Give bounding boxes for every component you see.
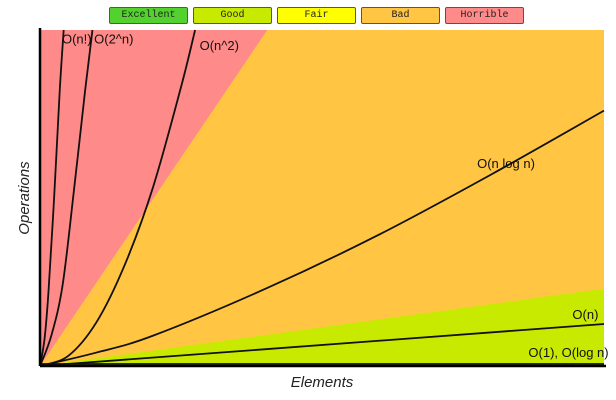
legend-item-good: Good <box>193 7 272 24</box>
curve-label-o-n-2: O(n^2) <box>200 38 239 53</box>
curve-o-n <box>39 29 65 367</box>
legend-item-bad: Bad <box>361 7 440 24</box>
legend-item-excellent: Excellent <box>109 7 188 24</box>
curve-o-2-n <box>39 29 94 367</box>
region-good <box>40 288 604 366</box>
legend: Excellent Good Fair Bad Horrible <box>109 7 524 24</box>
curve-o-n <box>39 323 605 367</box>
curve-label-o-n: O(n!) <box>62 31 92 46</box>
curve-o-n-2 <box>39 29 196 367</box>
curve-label-o-n-log-n: O(n log n) <box>477 156 535 171</box>
region-bad <box>40 30 604 366</box>
legend-item-horrible: Horrible <box>445 7 524 24</box>
curve-label-o-n: O(n) <box>572 307 598 322</box>
curve-o-n-log-n <box>39 109 605 367</box>
y-axis-title: Operations <box>16 161 33 235</box>
legend-item-fair: Fair <box>277 7 356 24</box>
x-axis-title: Elements <box>291 374 354 391</box>
curve-label-o-1-o-log-n: O(1), O(log n) <box>528 345 608 360</box>
curve-label-o-2-n: O(2^n) <box>94 31 133 46</box>
